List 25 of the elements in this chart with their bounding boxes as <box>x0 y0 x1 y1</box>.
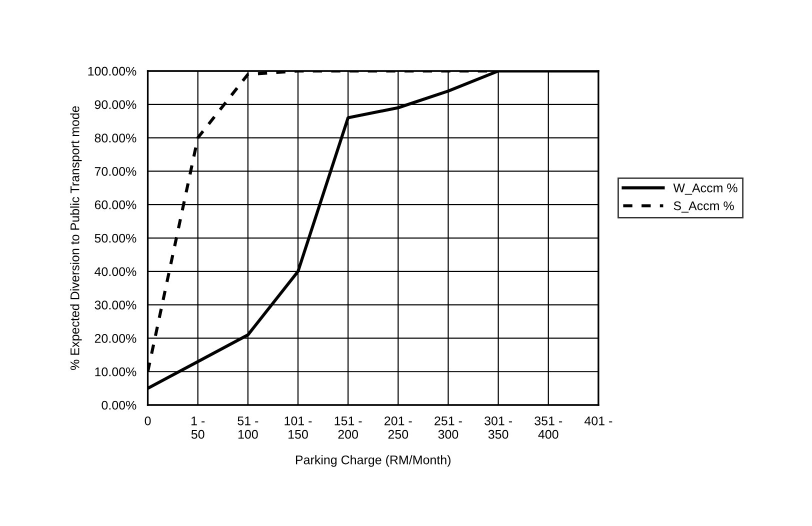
y-tick-label: 90.00% <box>94 100 136 110</box>
y-tick-label: 20.00% <box>94 334 136 343</box>
y-tick-label: 60.00% <box>94 200 136 210</box>
x-tick-label: 1 - 50 <box>191 416 205 439</box>
y-tick-label: 50.00% <box>94 234 136 243</box>
y-tick-label: 70.00% <box>94 167 136 176</box>
x-tick-label: 51 - 100 <box>238 416 258 439</box>
x-tick-label: 401 - <box>584 416 612 426</box>
y-tick-label: 10.00% <box>95 367 136 376</box>
y-tick-label: 0.00% <box>102 400 136 410</box>
y-tick-label: 80.00% <box>94 134 136 142</box>
x-tick-label: 101 - 150 <box>284 416 312 439</box>
y-tick-label: 40.00% <box>94 267 136 276</box>
x-tick-label: 0 <box>144 416 151 426</box>
y-tick-label: 30.00% <box>94 300 136 310</box>
legend-label: W_Accm % <box>673 184 738 195</box>
x-tick-label: 351 - 400 <box>534 416 562 439</box>
y-tick-label: 100.00% <box>88 66 136 76</box>
x-tick-label: 151 - 200 <box>334 416 362 439</box>
x-tick-label: 301 - 350 <box>484 416 512 439</box>
x-tick-label: 201 - 250 <box>384 416 412 439</box>
x-axis-title: Parking Charge (RM/Month) <box>296 455 450 467</box>
y-axis-title: % Expected Diversion to Public Transport mode <box>70 106 82 370</box>
x-tick-label: 251 - 300 <box>434 416 462 439</box>
legend-label: S_Accm % <box>674 201 734 213</box>
